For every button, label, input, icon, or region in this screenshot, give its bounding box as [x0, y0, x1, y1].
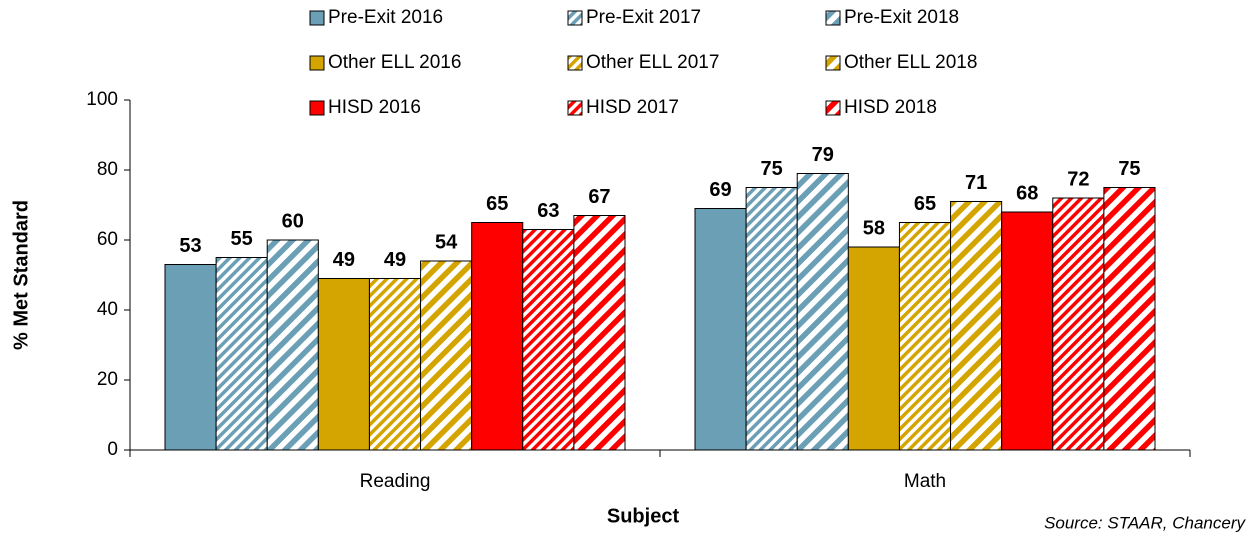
legend-swatch	[309, 100, 325, 116]
data-label: 69	[709, 179, 731, 201]
legend-swatch	[309, 10, 325, 26]
legend-swatch	[825, 10, 841, 26]
bar	[573, 215, 626, 451]
y-tick-label: 100	[86, 89, 118, 110]
bar	[1103, 187, 1156, 451]
data-label: 49	[384, 249, 406, 271]
data-label: 75	[761, 158, 783, 180]
bar	[745, 187, 798, 451]
data-label: 65	[914, 193, 936, 215]
data-label: 53	[179, 235, 201, 257]
bar	[266, 239, 319, 451]
bar	[164, 264, 217, 451]
bar	[471, 222, 524, 451]
y-axis-label: % Met Standard	[10, 200, 32, 350]
legend-swatch	[825, 100, 841, 116]
bar	[694, 208, 747, 451]
data-label: 71	[965, 172, 987, 194]
legend-label: HISD 2016	[328, 97, 421, 118]
bar	[317, 278, 370, 451]
y-tick-label: 20	[97, 369, 118, 390]
bar	[215, 257, 268, 451]
data-label: 55	[231, 228, 253, 250]
legend-swatch	[825, 55, 841, 71]
data-label: 60	[282, 210, 304, 232]
legend-label: Pre-Exit 2017	[586, 7, 701, 28]
x-tick-label: Math	[904, 471, 946, 492]
legend-swatch	[567, 10, 583, 26]
data-label: 54	[435, 231, 458, 253]
legend-label: Pre-Exit 2016	[328, 7, 443, 28]
legend-label: HISD 2018	[844, 97, 937, 118]
data-label: 63	[537, 200, 559, 222]
bar	[1001, 211, 1054, 451]
legend-swatch	[567, 100, 583, 116]
legend-label: Other ELL 2018	[844, 52, 977, 73]
x-axis-label: Subject	[607, 505, 680, 527]
data-label: 67	[588, 186, 610, 208]
data-label: 79	[812, 144, 834, 166]
data-label: 75	[1118, 158, 1140, 180]
y-tick-label: 60	[97, 229, 118, 250]
bar	[950, 201, 1003, 451]
bar	[796, 173, 849, 451]
bar	[847, 246, 900, 451]
legend-label: Pre-Exit 2018	[844, 7, 959, 28]
data-label: 58	[863, 217, 885, 239]
data-label: 72	[1067, 168, 1089, 190]
legend-swatch	[309, 55, 325, 71]
data-label: 68	[1016, 182, 1038, 204]
data-label: 49	[333, 249, 355, 271]
y-tick-label: 40	[97, 299, 118, 320]
legend-swatch	[567, 55, 583, 71]
bar	[522, 229, 575, 451]
source-note: Source: STAAR, Chancery	[1044, 513, 1246, 532]
bar	[420, 260, 473, 451]
bar	[898, 222, 952, 451]
x-tick-label: Reading	[360, 471, 431, 492]
y-tick-label: 80	[97, 159, 118, 180]
bar	[1052, 197, 1105, 451]
y-tick-label: 0	[107, 439, 118, 460]
legend-label: Other ELL 2017	[586, 52, 719, 73]
legend-label: HISD 2017	[586, 97, 679, 118]
legend-label: Other ELL 2016	[328, 52, 461, 73]
data-label: 65	[486, 193, 508, 215]
bar	[368, 278, 422, 451]
